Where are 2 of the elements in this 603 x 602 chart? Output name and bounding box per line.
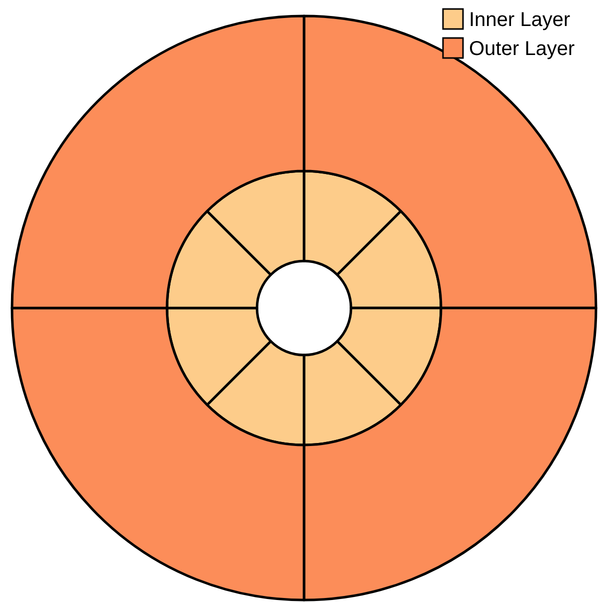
legend-label: Inner Layer	[469, 9, 571, 31]
legend-label: Outer Layer	[469, 38, 575, 60]
